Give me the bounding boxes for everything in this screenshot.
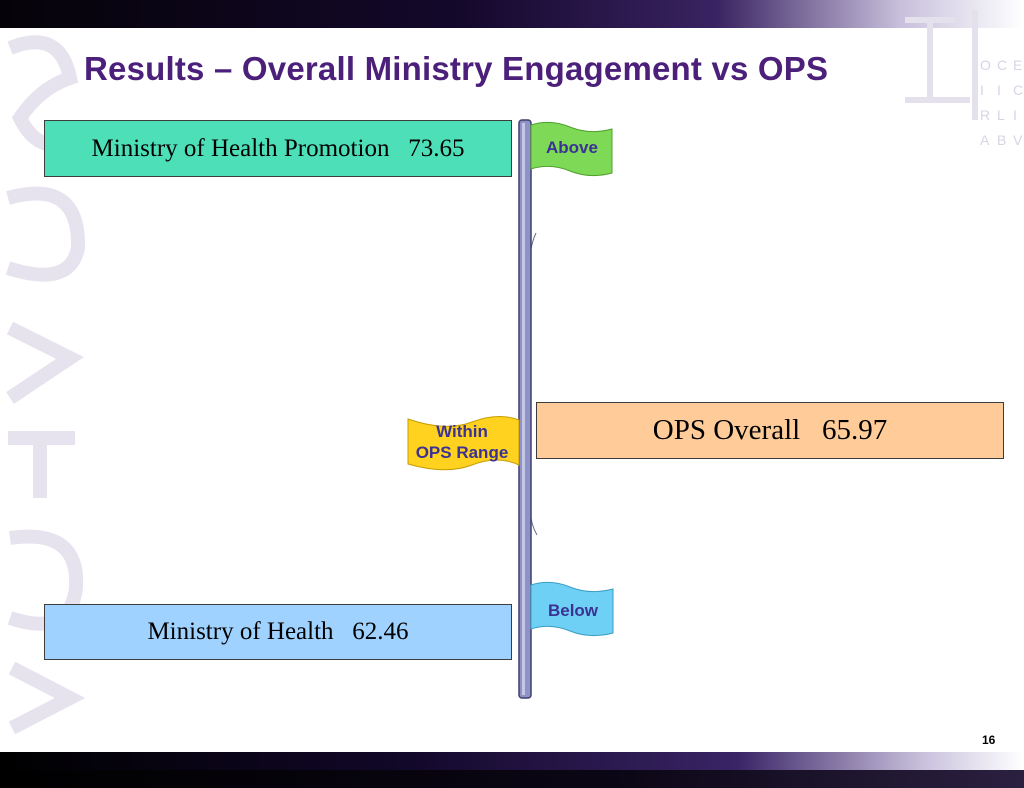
within-label-line2: OPS Range xyxy=(415,443,509,462)
svg-text:I: I xyxy=(997,82,1001,98)
svg-text:C: C xyxy=(997,57,1007,73)
ontario-public-service-watermark: O I R A C I L B E C I V xyxy=(895,0,1024,200)
within-label-line1: Within xyxy=(436,422,488,441)
above-flag-label: Above xyxy=(546,138,598,157)
bottom-decorative-bar xyxy=(0,752,1024,788)
svg-text:I: I xyxy=(980,82,984,98)
ministry-of-health-box: Ministry of Health 62.46 xyxy=(44,604,512,660)
svg-text:E: E xyxy=(1013,57,1022,73)
svg-text:R: R xyxy=(980,107,990,123)
svg-text:I: I xyxy=(1013,107,1017,123)
ministry-health-promotion-box: Ministry of Health Promotion 73.65 xyxy=(44,120,512,177)
svg-text:O: O xyxy=(980,57,991,73)
within-ops-range-flag-label: Within OPS Range xyxy=(407,421,517,463)
within-flag xyxy=(407,416,520,471)
svg-text:V: V xyxy=(1013,132,1023,148)
ops-watermark-left xyxy=(0,28,86,752)
above-flag xyxy=(530,121,613,177)
page-number: 16 xyxy=(982,733,996,747)
svg-text:A: A xyxy=(980,132,990,148)
flag-pole-graphic xyxy=(407,119,614,699)
ops-overall-box: OPS Overall 65.97 xyxy=(536,402,1004,459)
below-flag xyxy=(530,581,614,637)
svg-text:C: C xyxy=(1013,82,1023,98)
below-flag-label: Below xyxy=(547,601,599,620)
page-title: Results – Overall Ministry Engagement vs… xyxy=(84,50,829,87)
svg-text:L: L xyxy=(997,107,1005,123)
svg-text:B: B xyxy=(997,132,1006,148)
top-decorative-bar xyxy=(0,0,1024,28)
